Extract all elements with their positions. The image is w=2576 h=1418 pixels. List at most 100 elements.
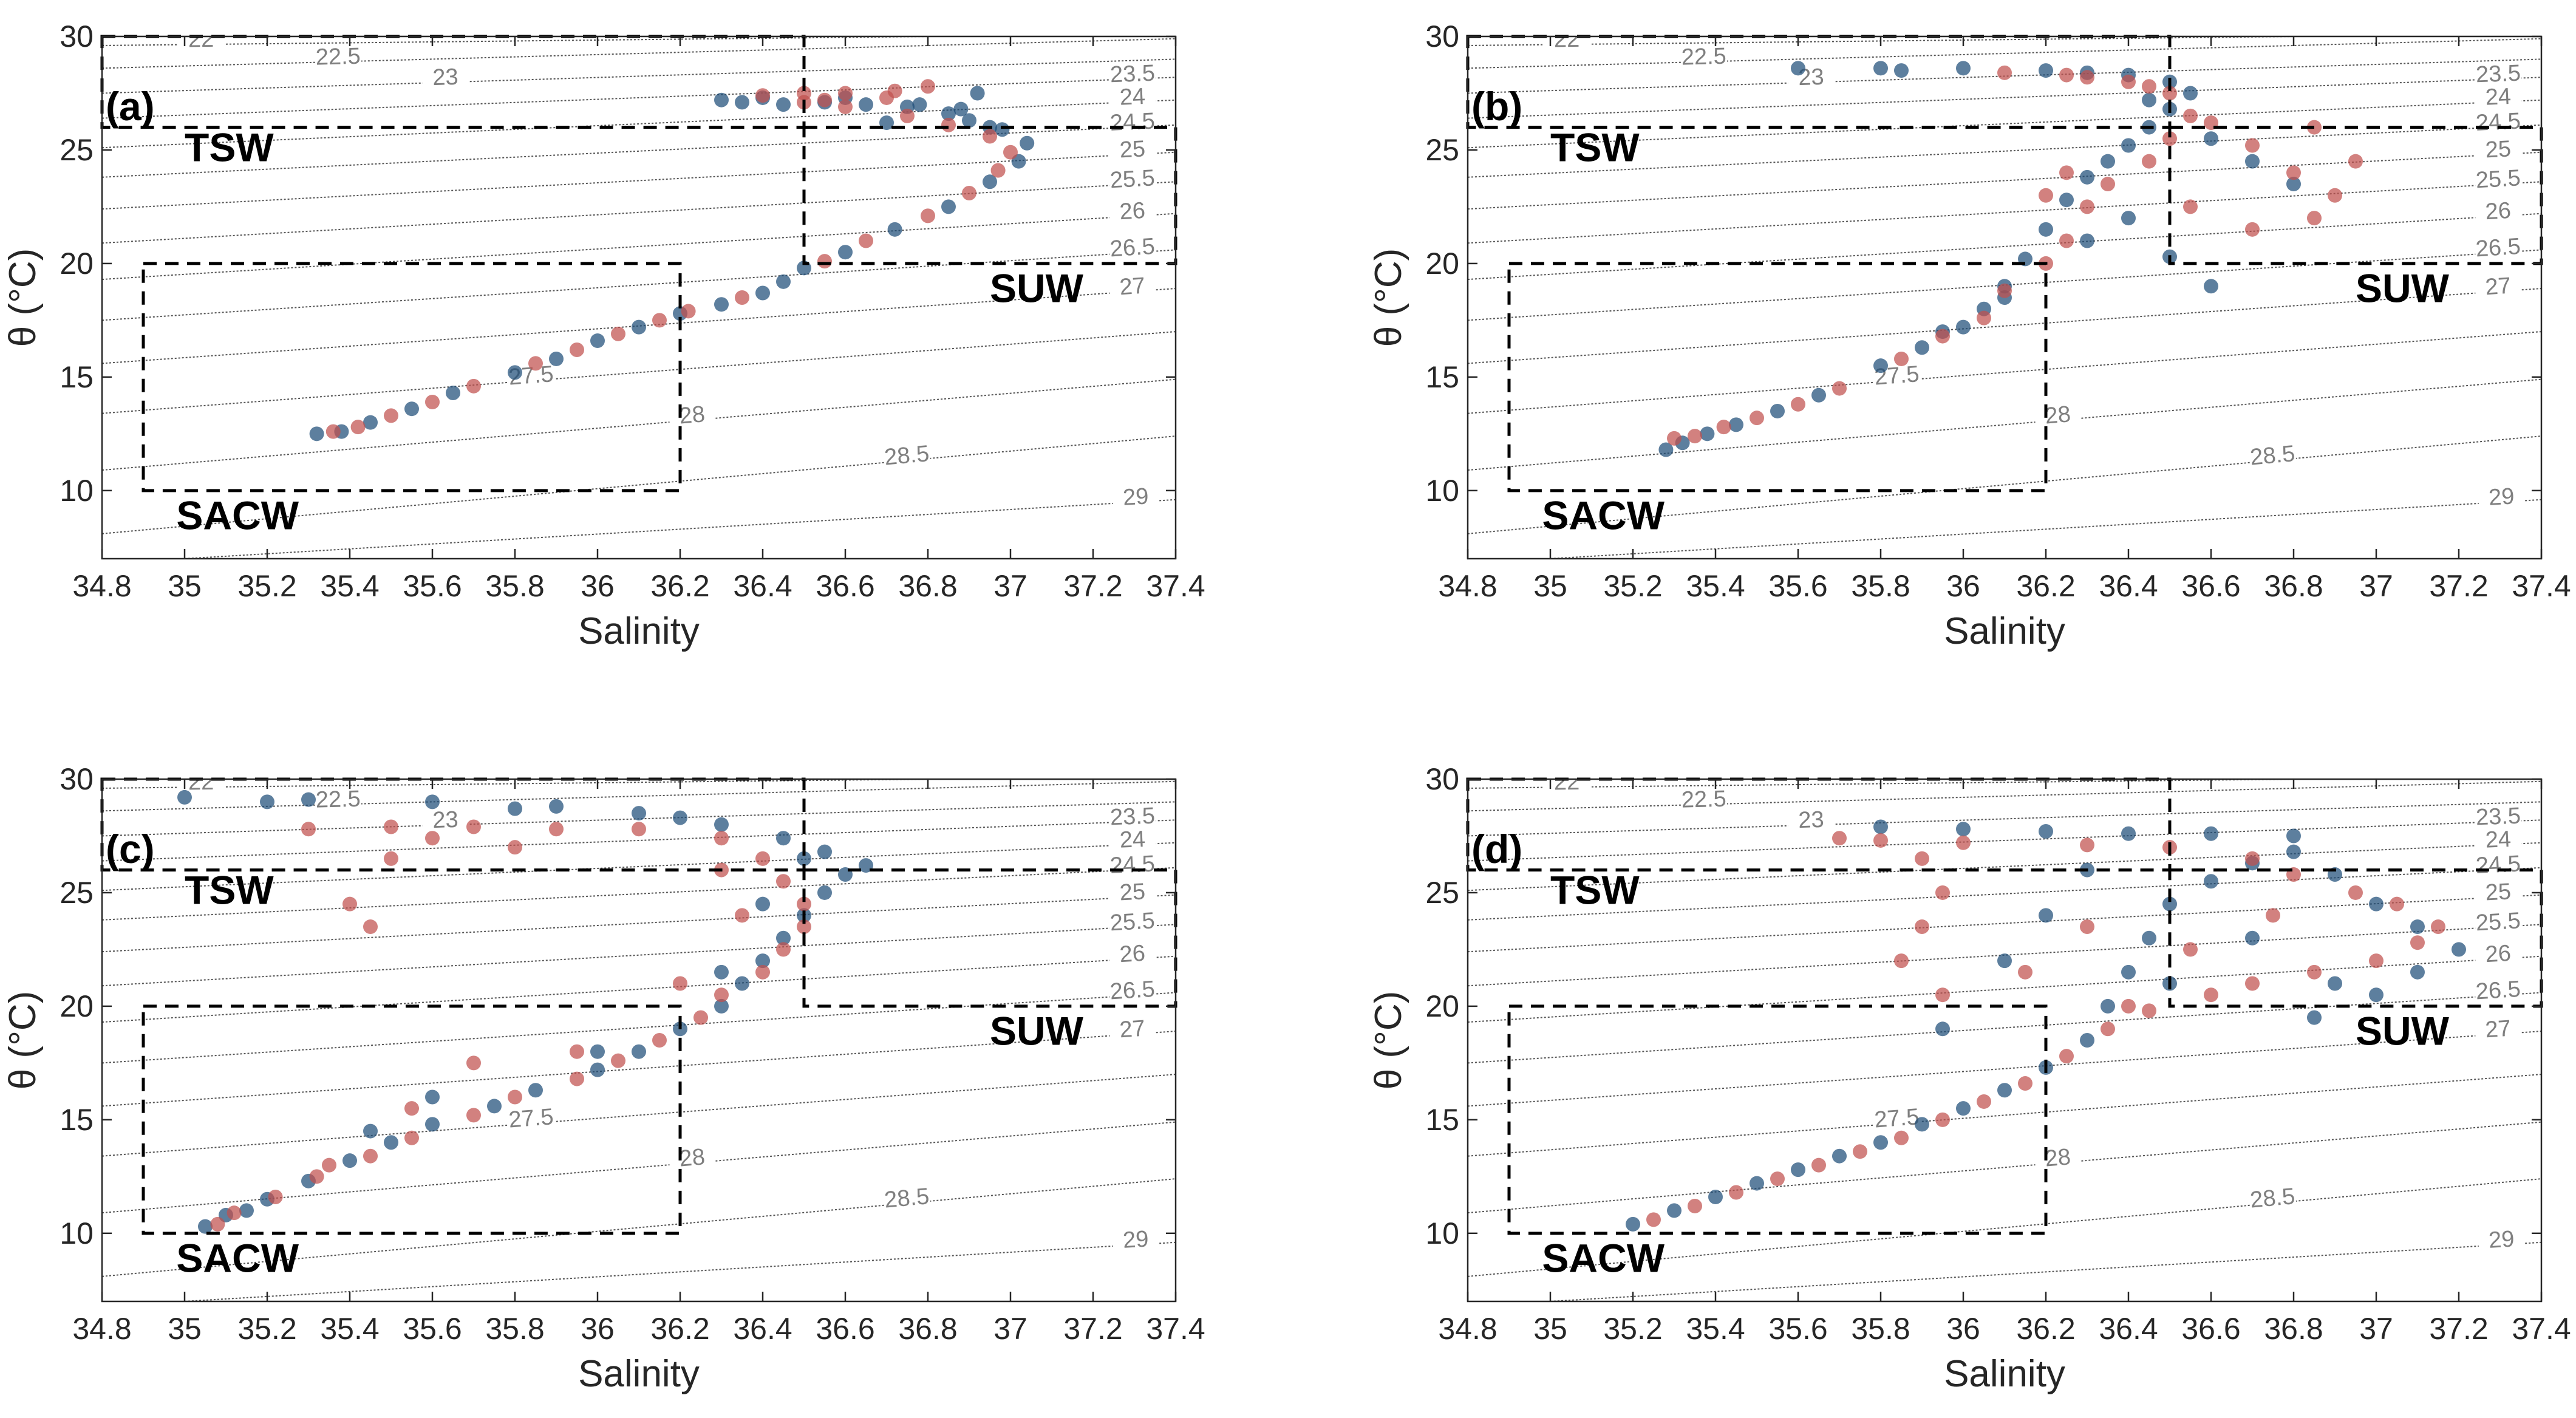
scatter-point-red [817,92,832,107]
isopycnal-line [1468,801,2541,837]
scatter-point-red [508,840,522,855]
y-tick-label: 25 [60,133,94,167]
scatter-point-red [2101,177,2115,192]
isopycnal-label-bg [2478,1229,2526,1252]
isopycnal-label: 26.5 [1109,234,1156,262]
x-tick-label: 35.2 [1603,569,1662,603]
scatter-point-red [2183,942,2198,957]
isopycnal-label: 22 [1554,769,1580,795]
isopycnal-label: 25.5 [2475,165,2521,193]
x-tick-label: 35.8 [485,1312,544,1346]
isopycnal-line [1468,842,2541,891]
scatter-point-blue [2142,92,2156,107]
isopycnal-line [1468,955,2541,1023]
isopycnal-label: 25 [2485,136,2512,163]
scatter-point-red [2245,976,2260,991]
scatter-point-blue [2039,908,2053,923]
scatter-point-red [466,1108,481,1123]
y-tick-label: 30 [1425,19,1459,53]
isopycnal-line [102,378,1176,471]
isopycnal-label: 29 [1122,1226,1150,1253]
isopycnal-label-bg [1109,63,1156,86]
isopycnal-label-bg [1109,806,1156,829]
isopycnal-line [102,58,1176,94]
y-tick-label: 10 [1425,1216,1459,1250]
scatter-point-red [1688,429,1702,444]
scatter-point-red [755,88,770,103]
x-tick-label: 35.2 [237,1312,296,1346]
scatter-point-blue [404,401,419,417]
scatter-point-blue [941,106,956,121]
panel-label: (a) [106,84,155,129]
scatter-point-blue [714,998,729,1014]
isopycnal-line [1468,819,2541,862]
scatter-point-red [1873,833,1888,848]
scatter-point-red [1935,329,1950,344]
isopycnal-label-bg [315,46,362,69]
scatter-point-red [1915,851,1929,866]
scatter-point-red [838,99,853,114]
isopycnal-line [102,1178,1176,1277]
y-tick-label: 10 [60,474,94,508]
isopycnal-line [102,288,1176,364]
scatter-point-red [2059,165,2074,180]
x-tick-label: 35.2 [237,569,296,603]
isopycnal-line [1550,499,2541,559]
isopycnal-line [102,819,1176,862]
scatter-point-blue [2142,930,2156,946]
scatter-point-blue [528,1083,543,1098]
scatter-point-red [755,851,770,866]
scatter-point-blue [260,794,274,810]
scatter-point-red [1716,420,1731,435]
scatter-point-red [2183,108,2198,123]
isopycnal-line [102,124,1176,178]
scatter-point-red [1853,1144,1867,1159]
scatter-point-blue [446,386,460,401]
scatter-point-red [735,290,749,305]
x-tick-label: 36.2 [2016,1312,2075,1346]
scatter-point-red [2059,233,2074,248]
scatter-point-blue [2039,222,2053,237]
isopycnal-label: 26 [2484,198,2512,225]
scatter-point-blue [239,1203,254,1218]
y-tick-label: 20 [1425,989,1459,1023]
scatter-point-red [673,976,687,991]
scatter-point-blue [632,1044,646,1059]
y-axis-label: θ (°C) [2,248,44,347]
scatter-point-red [1770,1171,1785,1187]
scatter-point-red [797,896,811,912]
panel-label: (b) [1471,84,1522,129]
scatter-point-blue [1873,819,1888,834]
scatter-point-blue [2121,826,2136,841]
isopycnal-label: 28 [678,401,706,429]
scatter-point-blue [1658,442,1674,457]
scatter-point-red [2080,70,2094,85]
scatter-point-blue [590,1044,605,1059]
x-tick-label: 36.6 [2181,1312,2240,1346]
scatter-point-blue [2080,169,2094,185]
scatter-point-red [227,1205,242,1221]
isopycnal-label-bg [882,443,931,469]
scatter-point-red [611,326,625,341]
isopycnal-label: 22.5 [1681,44,1726,70]
scatter-point-blue [2121,211,2136,226]
scatter-point-red [466,819,481,834]
y-tick-label: 10 [1425,474,1459,508]
scatter-point-red [2142,154,2156,169]
scatter-point-blue [1667,1203,1682,1218]
scatter-point-red [466,1055,481,1071]
isopycnal-label: 22.5 [315,44,361,70]
isopycnal-label-bg [1108,200,1156,224]
scatter-point-blue [817,885,832,900]
scatter-point-blue [301,792,316,807]
isopycnal-label: 27 [2484,273,2512,301]
isopycnal-label-bg [1543,779,1590,794]
scatter-point-blue [425,1117,440,1132]
scatter-point-red [1667,431,1682,446]
isopycnal-line [102,780,1176,812]
isopycnal-label-bg [2475,63,2522,86]
scatter-point-blue [2452,942,2466,957]
y-tick-label: 25 [1425,133,1459,167]
scatter-point-blue [2369,896,2383,912]
